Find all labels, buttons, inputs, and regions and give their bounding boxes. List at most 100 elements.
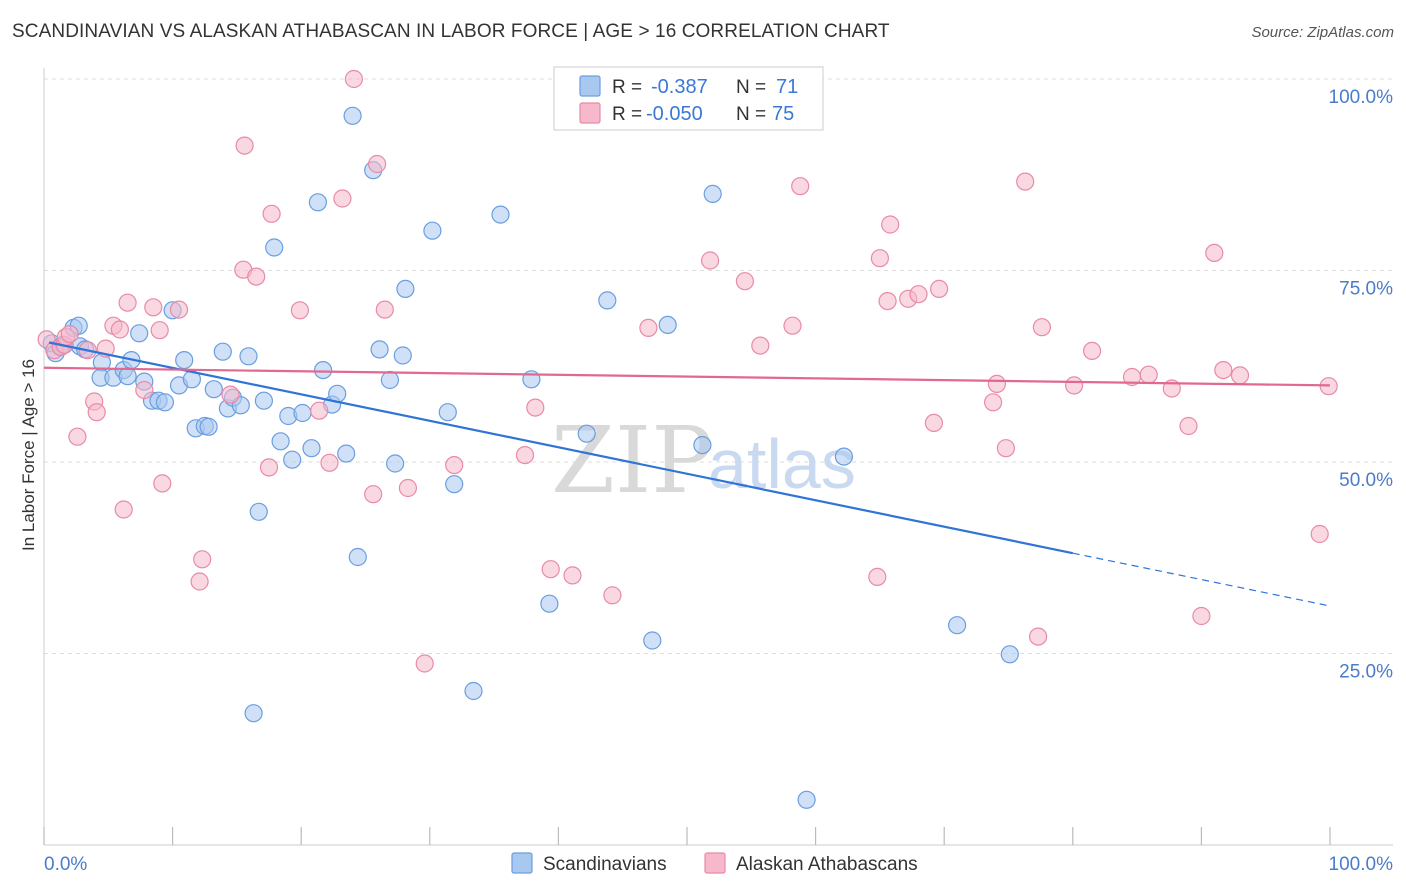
data-point <box>155 393 174 412</box>
data-point <box>834 447 854 466</box>
data-point <box>423 221 442 240</box>
data-point <box>393 346 412 365</box>
data-point <box>130 324 149 343</box>
data-point <box>114 500 133 519</box>
data-point <box>643 631 662 650</box>
x-tick-label-max: 100.0% <box>1329 854 1394 875</box>
data-point <box>235 136 254 155</box>
data-point <box>344 69 363 89</box>
stats-n-label-scandinavians: N = <box>736 77 766 98</box>
legend-label-alaskan-athabascans: Alaskan Athabascans <box>736 854 918 875</box>
data-point <box>144 298 163 317</box>
trend-line-alaskan-athabascans <box>43 366 1331 387</box>
stats-r-label-scandinavians: R = <box>612 77 642 98</box>
x-tick-label-min: 0.0% <box>44 854 87 875</box>
source-label: Source: ZipAtlas.com <box>1251 24 1394 41</box>
data-point <box>1016 172 1035 191</box>
data-point <box>153 474 172 493</box>
y-tick-labels: 25.0% 50.0% 75.0% 100.0% <box>1329 87 1394 683</box>
data-point <box>254 391 273 410</box>
trend-lines <box>43 341 1331 607</box>
data-point <box>271 432 290 451</box>
data-point <box>68 427 87 446</box>
data-point <box>249 502 268 521</box>
data-point <box>983 393 1003 412</box>
data-point <box>375 300 394 319</box>
data-point <box>603 586 622 605</box>
data-point <box>515 446 535 465</box>
data-point <box>60 325 79 344</box>
data-point <box>987 374 1007 393</box>
data-point <box>314 361 333 380</box>
data-point <box>190 572 209 591</box>
data-point <box>244 704 263 723</box>
data-point <box>878 292 897 311</box>
data-point <box>909 285 928 304</box>
data-point <box>118 293 137 312</box>
data-point <box>320 453 339 472</box>
data-point <box>415 654 434 673</box>
data-point <box>135 380 154 400</box>
data-point <box>310 401 329 420</box>
data-point <box>658 315 677 334</box>
legend: Scandinavians Alaskan Athabascans <box>511 852 918 875</box>
trend-line-extension-scandinavians <box>1072 552 1331 607</box>
data-point <box>1028 627 1048 646</box>
chart-title: SCANDINAVIAN VS ALASKAN ATHABASCAN IN LA… <box>12 21 890 42</box>
data-point <box>150 321 169 340</box>
data-point <box>1082 341 1102 360</box>
data-point <box>783 316 802 335</box>
data-point <box>1192 606 1211 626</box>
data-point <box>247 267 266 286</box>
data-point <box>368 154 387 174</box>
stats-legend-box: R = -0.387 N = 71 R = -0.050 N = 75 <box>553 66 824 131</box>
y-axis-title: In Labor Force | Age > 16 <box>19 359 38 551</box>
y-tick-label-75: 75.0% <box>1339 279 1393 300</box>
data-point <box>1139 365 1158 384</box>
data-point <box>1032 318 1052 337</box>
watermark-zip: ZIP <box>551 407 713 514</box>
data-point <box>924 413 944 432</box>
data-point <box>169 300 189 319</box>
legend-label-scandinavians: Scandinavians <box>543 854 667 875</box>
data-point <box>693 436 712 455</box>
data-point <box>343 106 362 125</box>
data-point <box>265 238 284 257</box>
data-point <box>364 485 383 504</box>
data-point <box>577 424 596 443</box>
stats-n-value-scandinavians: 71 <box>776 76 798 98</box>
data-point <box>598 291 617 310</box>
data-point <box>751 336 770 355</box>
data-point <box>700 251 720 270</box>
data-point <box>199 417 218 436</box>
stats-r-value-scandinavians: -0.387 <box>651 76 708 98</box>
data-point <box>639 318 658 337</box>
data-point <box>302 439 321 458</box>
data-point <box>398 478 417 498</box>
data-point <box>797 790 816 809</box>
data-point <box>1064 376 1084 395</box>
data-point <box>396 279 415 298</box>
data-point <box>996 439 1016 458</box>
data-point <box>438 403 457 422</box>
data-point <box>308 193 327 212</box>
stats-swatch-scandinavians <box>579 75 601 97</box>
data-point <box>1205 243 1224 262</box>
legend-item-alaskan-athabascans[interactable]: Alaskan Athabascans <box>704 852 918 875</box>
axes <box>43 68 1393 846</box>
data-point <box>563 566 582 585</box>
stats-swatch-alaskan-athabascans <box>579 102 601 124</box>
legend-item-scandinavians[interactable]: Scandinavians <box>511 852 667 875</box>
data-point <box>293 403 312 423</box>
data-point <box>370 340 389 359</box>
data-point <box>868 567 887 587</box>
data-point <box>703 184 722 203</box>
stats-r-label-alaskan-athabascans: R = <box>612 104 642 125</box>
data-point <box>735 272 755 291</box>
data-point <box>337 444 356 463</box>
data-point <box>204 380 223 399</box>
data-point <box>947 616 967 635</box>
data-point <box>110 320 130 339</box>
grid-lines <box>44 78 1393 654</box>
